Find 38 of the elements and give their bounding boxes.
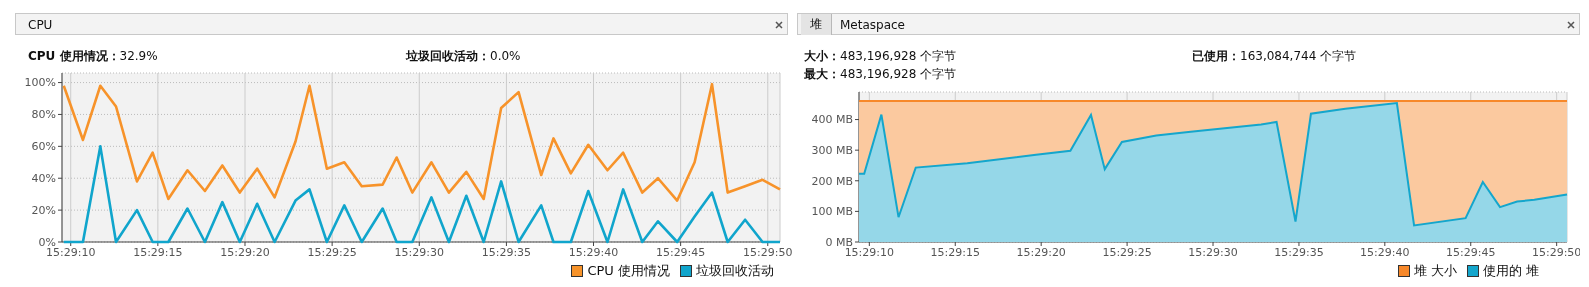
legend-label: CPU 使用情况 [587,262,670,280]
x-tick-label: 15:29:45 [655,245,706,259]
text: 垃圾回收活动：0.0% [406,49,521,63]
text: 最大：483,196,928 个字节 [804,67,957,81]
x-tick-label: 15:29:40 [1360,245,1410,259]
x-tick-label: 15:29:35 [481,245,532,259]
legend-label: 堆 大小 [1413,262,1457,280]
y-tick-label: 40% [31,172,56,186]
x-tick-label: 15:29:35 [1274,245,1324,259]
x-tick-label: 15:29:45 [1446,245,1496,259]
x-tick-label: 15:29:30 [394,245,444,259]
x-tick-label: 15:29:15 [930,245,980,259]
text: CPU 使用情况：32.9% [28,49,158,63]
legend-label: 垃圾回收活动 [696,262,774,280]
y-tick-label: 100% [24,76,56,90]
x-tick-label: 15:29:50 [743,245,793,259]
x-tick-label: 15:29:25 [1102,245,1152,259]
text: Metaspace [840,16,905,34]
y-tick-label: 20% [31,204,56,218]
text: 大小：483,196,928 个字节 [804,49,957,63]
y-tick-label: 300 MB [811,144,853,158]
chart-title: 堆 [801,14,832,35]
chart-title: CPU [27,16,54,34]
y-tick-label: 400 MB [811,113,853,127]
x-tick-label: 15:29:25 [307,245,357,259]
y-tick-label: 100 MB [811,205,853,219]
x-tick-label: 15:29:50 [1531,245,1582,259]
x-tick-label: 15:29:40 [568,245,619,259]
x-tick-label: 15:29:20 [1016,245,1066,259]
text: 已使用：163,084,744 个字节 [1192,49,1357,63]
legend-label: 使用的 堆 [1482,262,1539,280]
x-tick-label: 15:29:30 [1188,245,1238,259]
x-tick-label: 15:29:15 [133,245,183,259]
x-tick-label: 15:29:20 [220,245,270,259]
line-series [62,82,782,202]
y-tick-label: 80% [31,108,56,122]
y-tick-label: 60% [31,140,56,154]
y-tick-label: 200 MB [811,174,853,188]
